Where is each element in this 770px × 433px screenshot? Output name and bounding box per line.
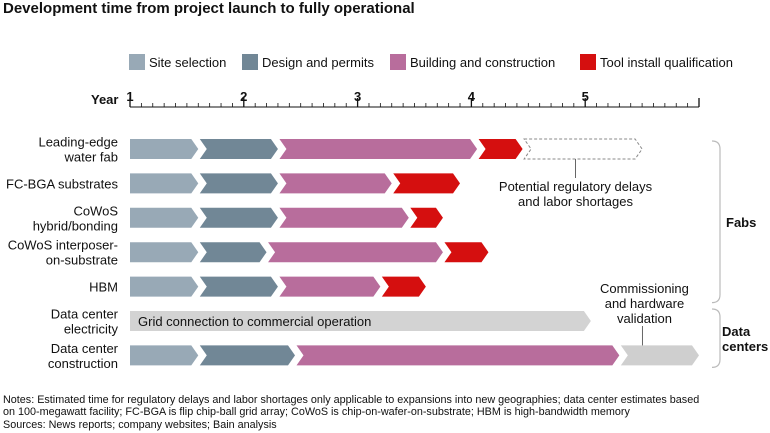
chart-notes: Notes: Estimated time for regulatory del… <box>3 394 699 431</box>
bar-segment-build <box>268 242 443 263</box>
bar-segment-site <box>130 173 199 194</box>
legend-label-build: Building and construction <box>410 55 555 70</box>
bar-segment-commission <box>620 345 699 366</box>
group-bracket-data-centers <box>711 308 721 368</box>
bar-segment-build <box>279 173 392 194</box>
legend-swatch-tool <box>580 54 596 70</box>
bar-segment-site <box>130 242 199 263</box>
annotation-text: Commissioning <box>600 281 689 296</box>
bar-segment-tool <box>444 242 489 263</box>
row-label: FC-BGA substrates <box>6 176 118 191</box>
bar-segment-design <box>199 276 278 297</box>
legend-label-design: Design and permits <box>262 55 374 70</box>
legend-swatch-design <box>242 54 258 70</box>
row-label: water fab <box>64 150 118 165</box>
x-tick-label: 1 <box>126 89 133 104</box>
bar-segment-label: Grid connection to commercial operation <box>138 314 371 329</box>
legend-swatch-build <box>390 54 406 70</box>
bar-segment-tool <box>410 207 443 228</box>
row-label: on-substrate <box>46 253 118 268</box>
row-label: construction <box>48 356 118 371</box>
bar-segment-tool <box>393 173 461 194</box>
legend-label-site: Site selection <box>149 55 226 70</box>
group-label-data-centers: Data <box>722 324 751 339</box>
row-label: hybrid/bonding <box>33 218 118 233</box>
row-label: electricity <box>64 322 119 337</box>
chart-title: Development time from project launch to … <box>3 0 415 17</box>
group-bracket-fabs <box>711 140 721 304</box>
row-label: Data center <box>51 307 119 322</box>
group-label-fabs: Fabs <box>726 215 756 230</box>
bar-segment-design <box>199 207 278 228</box>
annotation-text: validation <box>617 311 672 326</box>
bar-segment-design <box>199 242 267 263</box>
row-label: CoWoS <box>73 203 118 218</box>
bar-segment-site <box>130 276 199 297</box>
row-label: Data center <box>51 341 119 356</box>
row-label: Leading-edge <box>38 135 118 150</box>
bar-segment-delay <box>523 138 643 160</box>
x-axis-label: Year <box>91 92 118 107</box>
bar-segment-design <box>199 139 278 159</box>
bar-segment-build <box>279 207 409 228</box>
bar-segment-tool <box>478 139 523 159</box>
bar-segment-site <box>130 139 199 159</box>
bar-segment-tool <box>381 276 426 297</box>
legend-swatch-site <box>129 54 145 70</box>
row-label: HBM <box>89 280 118 295</box>
bar-segment-site <box>130 207 199 228</box>
annotation-text: and hardware <box>605 296 685 311</box>
x-tick-label: 2 <box>240 89 247 104</box>
annotation-text: Potential regulatory delays <box>499 179 653 194</box>
x-tick-label: 4 <box>468 89 476 104</box>
bar-segment-site <box>130 345 199 366</box>
annotation-text: and labor shortages <box>518 194 633 209</box>
x-tick-label: 3 <box>354 89 361 104</box>
bar-segment-grid <box>130 311 591 331</box>
bar-segment-build <box>296 345 620 366</box>
x-tick-label: 5 <box>582 89 589 104</box>
note-line-1: Notes: Estimated time for regulatory del… <box>3 394 700 406</box>
row-label: CoWoS interposer- <box>8 238 118 253</box>
bar-segment-design <box>199 345 296 366</box>
bar-segment-build <box>279 276 381 297</box>
note-line-2: on 100-megawatt facility; FC-BGA is flip… <box>3 406 630 419</box>
bar-segment-design <box>199 173 278 194</box>
group-label-data-centers: centers <box>722 339 768 354</box>
legend-label-tool: Tool install qualification <box>600 55 733 70</box>
bar-segment-build <box>279 139 478 159</box>
note-line-3: Sources: News reports; company websites;… <box>3 418 277 431</box>
